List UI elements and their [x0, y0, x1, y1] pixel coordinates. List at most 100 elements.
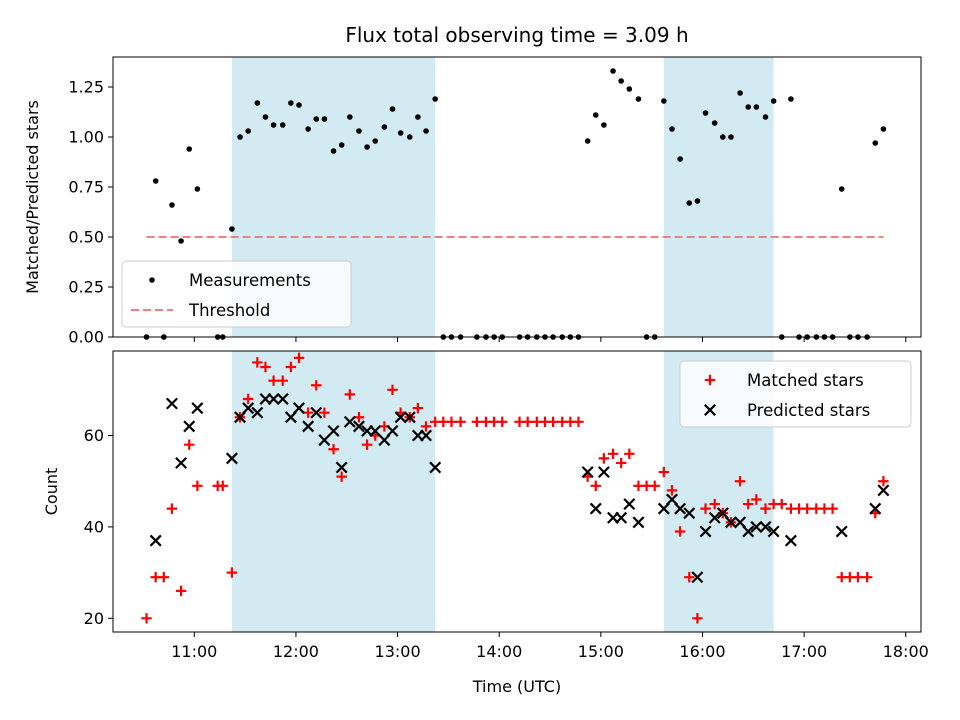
data-point [225, 452, 238, 465]
data-point [694, 198, 701, 204]
data-point [584, 138, 591, 144]
data-point [597, 466, 610, 479]
data-point [497, 416, 508, 428]
data-point [788, 96, 794, 102]
data-point [869, 502, 882, 515]
x-tick-label: 18:00 [883, 642, 929, 661]
data-point [838, 186, 845, 192]
series-predicted-stars [149, 392, 890, 584]
data-point [165, 397, 178, 410]
legend-label: Predicted stars [747, 401, 870, 420]
data-point [245, 128, 251, 134]
data-point [397, 130, 404, 136]
data-point [745, 104, 752, 110]
data-point [471, 416, 483, 428]
data-point [677, 156, 683, 162]
data-point [692, 613, 703, 624]
data-point [607, 448, 619, 460]
bottom-panel: 20 40 60 11:00 12:00 13:00 14:00 15:00 16:00 17:0… [42, 350, 929, 661]
data-point [394, 411, 407, 424]
data-point [709, 498, 720, 510]
data-point [743, 498, 754, 510]
y-tick-label: 60 [84, 426, 104, 445]
data-point [708, 511, 721, 524]
x-axis-label: Time (UTC) [472, 677, 561, 696]
data-point [254, 100, 261, 106]
data-point [686, 200, 693, 206]
legend: Matched stars Predicted stars [679, 360, 912, 428]
data-point [432, 96, 438, 102]
data-point [724, 516, 737, 529]
data-point [166, 503, 178, 514]
data-point [321, 116, 328, 122]
data-point [338, 142, 345, 148]
data-point [750, 520, 763, 533]
data-point [343, 415, 356, 428]
data-point [347, 114, 353, 120]
data-point [547, 416, 559, 428]
data-point [191, 402, 204, 415]
observing-window-1 [231, 351, 436, 632]
data-point [700, 503, 711, 514]
data-point [674, 526, 686, 537]
data-point [237, 134, 243, 140]
legend-swatch [704, 404, 716, 416]
data-point [877, 484, 890, 497]
data-point [242, 402, 255, 415]
data-point [429, 461, 442, 474]
top-panel: 0.00 0.25 0.50 0.75 1.00 1.25 Matched/Predicte… [23, 56, 922, 347]
x-tick-label: 14:00 [476, 642, 522, 661]
data-point [262, 114, 269, 120]
data-point [880, 126, 887, 132]
data-point [661, 98, 667, 104]
data-point [632, 516, 645, 529]
y-axis-label: Matched/Predicted stars [23, 100, 42, 294]
data-point [293, 402, 305, 415]
data-point [186, 146, 193, 152]
data-point [288, 100, 294, 106]
data-point [610, 68, 616, 74]
data-point [242, 393, 254, 405]
data-point [711, 120, 718, 126]
y-tick-label: 40 [84, 517, 104, 536]
data-point [852, 571, 864, 583]
data-point [683, 507, 696, 520]
data-point [252, 357, 263, 368]
data-point [835, 525, 848, 538]
data-point [684, 571, 695, 583]
y-axis-label: Count [42, 468, 61, 516]
data-point [158, 571, 170, 583]
data-point [330, 148, 337, 154]
data-point [784, 534, 797, 547]
data-point [674, 502, 687, 515]
data-point [767, 525, 780, 538]
data-point [267, 392, 280, 405]
data-point [753, 104, 760, 110]
data-point [352, 420, 365, 433]
data-point [770, 98, 777, 104]
data-point [141, 613, 152, 624]
data-point [618, 78, 624, 84]
x-tick-label: 16:00 [679, 642, 725, 661]
y-tick-label: 0.75 [68, 178, 104, 197]
data-point [318, 434, 331, 447]
data-point [260, 361, 271, 373]
data-point [183, 420, 196, 433]
data-point [699, 525, 712, 538]
data-point [592, 112, 599, 118]
legend-label: Threshold [188, 301, 270, 320]
data-point [589, 502, 602, 515]
data-point [313, 116, 320, 122]
data-point [268, 375, 279, 386]
data-point [328, 444, 339, 455]
data-point [878, 476, 889, 487]
data-point [420, 429, 433, 442]
data-point [356, 128, 362, 134]
data-point [152, 178, 159, 184]
data-point [669, 126, 675, 132]
data-point [169, 202, 175, 208]
data-point [420, 421, 432, 432]
data-point [649, 480, 660, 491]
data-point [305, 126, 311, 132]
